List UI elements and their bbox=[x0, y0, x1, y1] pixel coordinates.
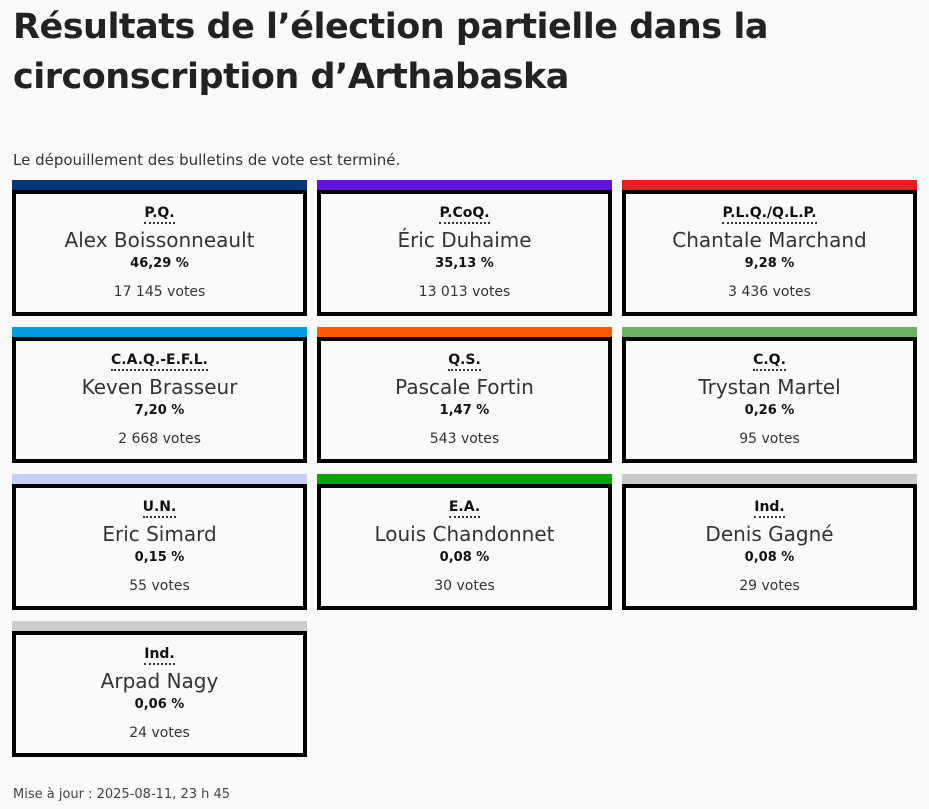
candidate-name: Alex Boissonneault bbox=[64, 228, 255, 252]
candidate-card-box: C.A.Q.-E.F.L. Keven Brasseur 7,20 % 2 668 v… bbox=[12, 337, 307, 463]
candidate-card: U.N. Eric Simard 0,15 % 55 votes bbox=[12, 474, 307, 610]
candidate-card-box: U.N. Eric Simard 0,15 % 55 votes bbox=[12, 484, 307, 610]
last-updated: Mise à jour : 2025-08-11, 23 h 45 bbox=[13, 787, 231, 802]
candidate-name: Chantale Marchand bbox=[672, 228, 867, 252]
page-title: Résultats de l’élection partielle dans l… bbox=[13, 7, 768, 97]
candidate-card-box: E.A. Louis Chandonnet 0,08 % 30 votes bbox=[317, 484, 612, 610]
candidate-name: Pascale Fortin bbox=[395, 375, 534, 399]
candidate-card: C.A.Q.-E.F.L. Keven Brasseur 7,20 % 2 668 v… bbox=[12, 327, 307, 463]
candidate-card: Ind. Denis Gagné 0,08 % 29 votes bbox=[622, 474, 917, 610]
vote-percentage: 1,47 % bbox=[439, 403, 490, 418]
candidate-name: Eric Simard bbox=[102, 522, 217, 546]
vote-count: 13 013 votes bbox=[418, 284, 511, 300]
vote-count: 95 votes bbox=[739, 431, 800, 447]
vote-count: 3 436 votes bbox=[728, 284, 811, 300]
candidate-card: P.Q. Alex Boissonneault 46,29 % 17 145 vote… bbox=[12, 180, 307, 316]
vote-percentage: 0,15 % bbox=[134, 550, 185, 565]
vote-percentage: 0,08 % bbox=[744, 550, 795, 565]
vote-percentage: 0,06 % bbox=[134, 697, 185, 712]
party-abbreviation[interactable]: Ind. bbox=[754, 498, 785, 518]
party-abbreviation[interactable]: Ind. bbox=[144, 645, 175, 665]
candidate-card: P.CoQ. Éric Duhaime 35,13 % 13 013 votes bbox=[317, 180, 612, 316]
candidate-card-box: P.CoQ. Éric Duhaime 35,13 % 13 013 votes bbox=[317, 190, 612, 316]
candidate-card-box: Q.S. Pascale Fortin 1,47 % 543 votes bbox=[317, 337, 612, 463]
candidate-name: Keven Brasseur bbox=[81, 375, 238, 399]
vote-percentage: 35,13 % bbox=[435, 256, 494, 271]
candidate-card: Ind. Arpad Nagy 0,06 % 24 votes bbox=[12, 621, 307, 757]
party-abbreviation[interactable]: P.CoQ. bbox=[439, 204, 490, 224]
vote-count: 30 votes bbox=[434, 578, 495, 594]
candidate-card: E.A. Louis Chandonnet 0,08 % 30 votes bbox=[317, 474, 612, 610]
candidate-card-box: P.Q. Alex Boissonneault 46,29 % 17 145 vote… bbox=[12, 190, 307, 316]
candidate-name: Louis Chandonnet bbox=[374, 522, 555, 546]
party-abbreviation[interactable]: Q.S. bbox=[448, 351, 481, 371]
party-abbreviation[interactable]: C.A.Q.-E.F.L. bbox=[111, 351, 208, 371]
candidate-card: Q.S. Pascale Fortin 1,47 % 543 votes bbox=[317, 327, 612, 463]
vote-percentage: 46,29 % bbox=[130, 256, 189, 271]
party-abbreviation[interactable]: P.Q. bbox=[144, 204, 175, 224]
vote-count: 543 votes bbox=[429, 431, 500, 447]
candidate-name: Arpad Nagy bbox=[100, 669, 219, 693]
party-abbreviation[interactable]: E.A. bbox=[448, 498, 481, 518]
candidate-card-box: P.L.Q./Q.L.P. Chantale Marchand 9,28 % 3 43… bbox=[622, 190, 917, 316]
party-abbreviation[interactable]: U.N. bbox=[142, 498, 177, 518]
candidate-card: C.Q. Trystan Martel 0,26 % 95 votes bbox=[622, 327, 917, 463]
candidate-name: Denis Gagné bbox=[705, 522, 834, 546]
vote-count: 2 668 votes bbox=[118, 431, 201, 447]
candidate-card-box: C.Q. Trystan Martel 0,26 % 95 votes bbox=[622, 337, 917, 463]
candidate-card-box: Ind. Arpad Nagy 0,06 % 24 votes bbox=[12, 631, 307, 757]
count-status: Le dépouillement des bulletins de vote e… bbox=[13, 151, 401, 169]
results-grid: P.Q. Alex Boissonneault 46,29 % 17 145 vote… bbox=[12, 180, 917, 757]
candidate-name: Éric Duhaime bbox=[397, 228, 532, 252]
party-abbreviation[interactable]: C.Q. bbox=[753, 351, 786, 371]
vote-count: 29 votes bbox=[739, 578, 800, 594]
vote-count: 24 votes bbox=[129, 725, 190, 741]
vote-percentage: 9,28 % bbox=[744, 256, 795, 271]
vote-count: 55 votes bbox=[129, 578, 190, 594]
vote-percentage: 7,20 % bbox=[134, 403, 185, 418]
party-abbreviation[interactable]: P.L.Q./Q.L.P. bbox=[722, 204, 817, 224]
candidate-name: Trystan Martel bbox=[698, 375, 841, 399]
vote-percentage: 0,08 % bbox=[439, 550, 490, 565]
vote-count: 17 145 votes bbox=[113, 284, 206, 300]
candidate-card-box: Ind. Denis Gagné 0,08 % 29 votes bbox=[622, 484, 917, 610]
vote-percentage: 0,26 % bbox=[744, 403, 795, 418]
candidate-card: P.L.Q./Q.L.P. Chantale Marchand 9,28 % 3 43… bbox=[622, 180, 917, 316]
